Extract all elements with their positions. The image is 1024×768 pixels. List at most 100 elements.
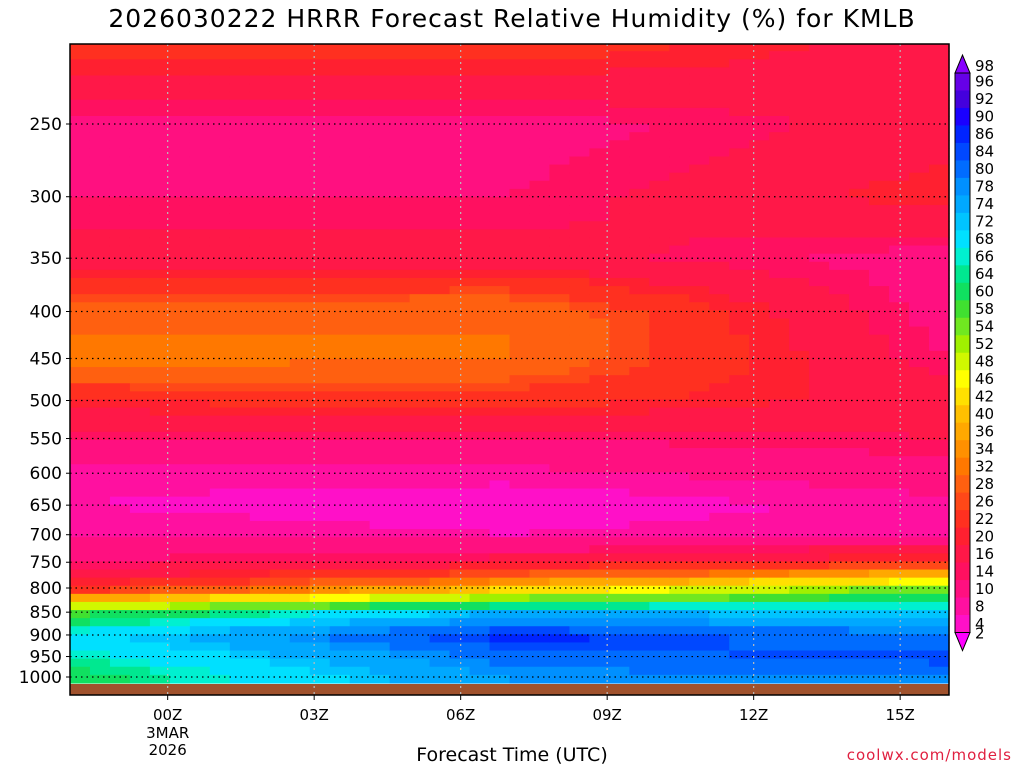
field-cell (70, 310, 91, 320)
field-cell (509, 456, 531, 465)
field-cell (209, 618, 231, 627)
field-cell (169, 415, 191, 425)
field-cell (229, 610, 251, 619)
field-cell (329, 674, 351, 684)
field-cell (429, 75, 451, 85)
field-cell (409, 529, 431, 538)
field-cell (929, 634, 950, 644)
field-cell (569, 310, 591, 320)
field-cell (609, 496, 630, 506)
field-cell (509, 91, 531, 101)
field-cell (889, 626, 910, 635)
field-cell (449, 180, 471, 190)
field-cell (749, 658, 770, 668)
field-cell (609, 253, 630, 263)
field-cell (169, 593, 191, 603)
field-cell (409, 124, 431, 133)
field-cell (609, 391, 630, 401)
field-cell (129, 188, 151, 198)
field-cell (549, 456, 571, 465)
field-cell (349, 423, 371, 433)
field-cell (729, 407, 750, 417)
field-cell (729, 164, 750, 174)
field-cell (589, 666, 610, 676)
field-cell (289, 107, 311, 117)
field-cell (109, 439, 131, 449)
field-cell (189, 91, 211, 101)
field-cell (389, 277, 411, 287)
field-cell (389, 593, 411, 603)
field-cell (829, 180, 850, 190)
field-cell (629, 67, 650, 77)
field-cell (769, 51, 790, 60)
field-cell (529, 205, 551, 214)
field-cell (929, 124, 950, 133)
field-cell (709, 545, 730, 554)
field-cell (889, 431, 910, 441)
field-cell (669, 642, 690, 652)
field-cell (609, 115, 630, 125)
field-cell (589, 504, 610, 514)
field-cell (889, 67, 910, 77)
field-cell (289, 577, 311, 587)
field-cell (329, 326, 351, 336)
field-cell (789, 148, 810, 158)
field-cell (189, 83, 211, 93)
field-cell (569, 553, 591, 563)
field-cell (309, 601, 331, 611)
field-cell (429, 399, 451, 409)
field-cell (849, 367, 870, 376)
field-cell (669, 213, 690, 222)
field-cell (789, 269, 810, 279)
field-cell (549, 375, 571, 384)
source-credit[interactable]: coolwx.com/models (846, 746, 1012, 764)
field-cell (369, 83, 391, 93)
field-cell (669, 367, 690, 376)
field-cell (749, 318, 770, 328)
field-cell (449, 601, 471, 611)
field-cell (589, 229, 610, 239)
field-cell (149, 237, 171, 247)
field-cell (229, 553, 251, 563)
field-cell (689, 318, 710, 328)
field-cell (249, 196, 271, 206)
field-cell (129, 342, 151, 352)
x-tick-label: 09Z (592, 706, 621, 724)
field-cell (929, 399, 950, 409)
field-cell (729, 107, 750, 117)
field-cell (529, 164, 551, 174)
field-cell (289, 318, 311, 328)
field-cell (70, 610, 91, 619)
field-cell (849, 674, 870, 684)
field-cell (729, 51, 750, 60)
field-cell (309, 350, 331, 360)
field-cell (669, 237, 690, 247)
field-cell (769, 569, 790, 579)
field-cell (329, 318, 351, 328)
colorbar-swatch (955, 212, 970, 231)
field-cell (269, 67, 291, 77)
field-cell (469, 140, 491, 149)
field-cell (629, 132, 650, 141)
field-cell (929, 164, 950, 174)
field-cell (649, 537, 670, 546)
field-cell (429, 618, 451, 627)
field-cell (409, 229, 431, 239)
field-cell (229, 180, 251, 190)
field-cell (809, 310, 830, 320)
field-cell (509, 472, 531, 482)
field-cell (70, 383, 91, 392)
field-cell (609, 172, 630, 182)
field-cell (309, 342, 331, 352)
field-cell (749, 67, 770, 77)
field-cell (649, 67, 670, 77)
field-cell (909, 67, 930, 77)
field-cell (589, 585, 610, 595)
field-cell (889, 658, 910, 668)
field-cell (309, 610, 331, 619)
field-cell (309, 294, 331, 303)
field-cell (349, 245, 371, 255)
field-cell (209, 674, 231, 684)
field-cell (349, 91, 371, 101)
field-cell (629, 172, 650, 182)
